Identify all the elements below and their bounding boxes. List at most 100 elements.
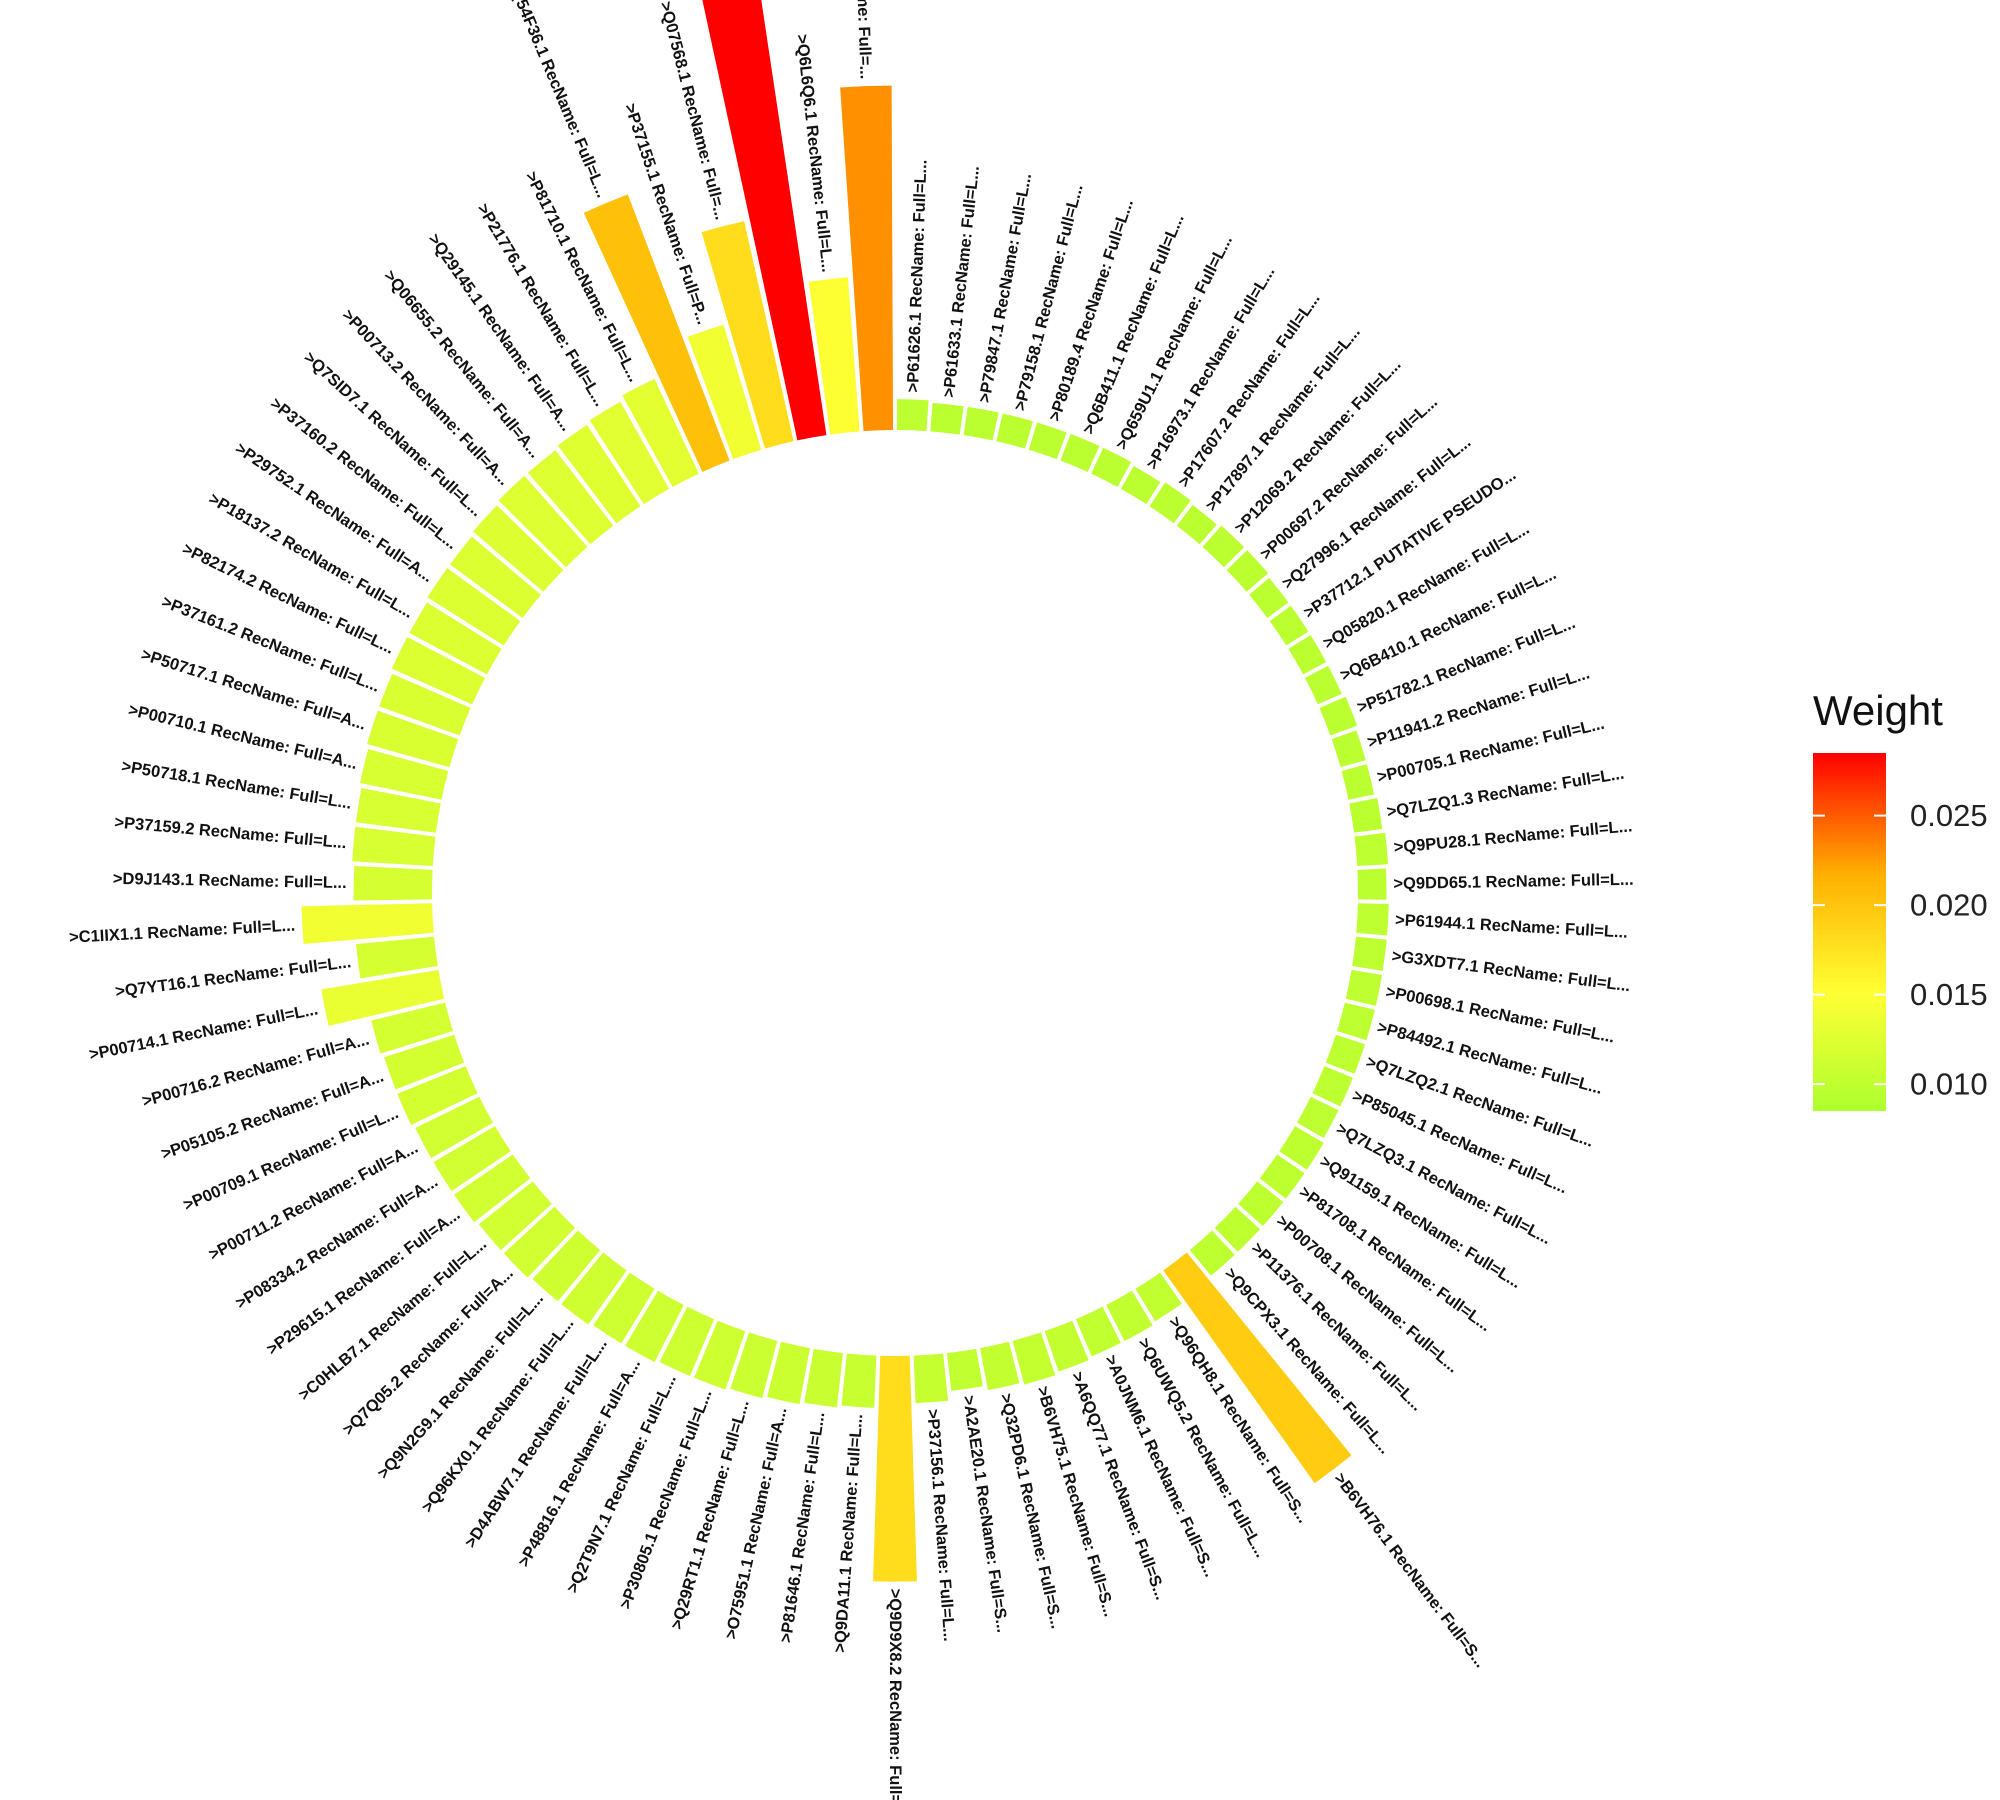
bar <box>1249 577 1289 618</box>
bar <box>301 903 434 945</box>
bar <box>767 1341 810 1405</box>
bar <box>702 0 827 441</box>
bar <box>1304 665 1342 705</box>
legend-tick-label: 0.025 <box>1910 798 1988 833</box>
bar <box>896 399 929 432</box>
category-label: >P37156.1 RecName: Full=L... <box>923 1409 958 1643</box>
bar <box>409 602 502 675</box>
bar <box>913 1353 949 1404</box>
bar <box>1354 832 1389 866</box>
bar <box>1296 1096 1339 1139</box>
bar <box>360 749 449 800</box>
bar <box>1044 1320 1089 1372</box>
legend-colorbar <box>1813 753 1886 1111</box>
bar <box>593 1272 655 1344</box>
category-label: >A2AE20.1 RecName: Full=S... <box>959 1394 1011 1633</box>
bar <box>478 1181 552 1251</box>
bar <box>1357 868 1387 900</box>
bar <box>415 1096 494 1159</box>
bar <box>1202 525 1245 568</box>
bar <box>963 406 999 441</box>
bar <box>1288 635 1327 675</box>
bar <box>1238 1181 1284 1227</box>
bar <box>701 221 794 449</box>
bar <box>503 1206 576 1278</box>
category-label: >C4Z0V6.1 RecName: Full=... <box>848 0 874 79</box>
bar <box>1012 1332 1056 1385</box>
bar <box>1331 730 1366 768</box>
color-legend: Weight 0.010 0.015 0.020 0.025 <box>1813 687 1988 1111</box>
bar <box>589 401 670 505</box>
bar <box>694 1320 746 1390</box>
category-label: >Q54F36.1 RecName: Full=L... <box>503 0 611 200</box>
category-label: >P37159.2 RecName: Full=L... <box>114 813 348 852</box>
bar <box>1028 422 1067 460</box>
category-label: >G3XDT7.1 RecName: Full=L... <box>1391 947 1632 995</box>
bar <box>1312 1066 1354 1107</box>
category-label: >B6VH76.1 RecName: Full=S... <box>1330 1470 1489 1671</box>
bar <box>840 85 894 432</box>
bar <box>454 1154 531 1223</box>
bar <box>930 402 964 435</box>
bar <box>379 673 471 736</box>
bar <box>433 1126 511 1191</box>
bar <box>980 1341 1020 1391</box>
bar <box>353 865 433 901</box>
bar <box>1352 936 1387 971</box>
bar <box>352 826 436 866</box>
bar <box>1120 466 1161 505</box>
legend-title: Weight <box>1813 687 1943 734</box>
bar <box>804 1348 844 1408</box>
category-label: >P61633.1 RecName: Full=L... <box>940 165 983 399</box>
bar <box>355 787 441 833</box>
bar <box>1319 696 1358 736</box>
legend-tick-label: 0.015 <box>1910 977 1988 1012</box>
bar <box>1149 482 1191 524</box>
bar <box>371 1002 454 1054</box>
category-label: >P51782.1 RecName: Full=L... <box>1355 614 1578 717</box>
bar <box>1075 1306 1121 1357</box>
bar <box>1341 764 1375 800</box>
category-label: >P61626.1 RecName: Full=L... <box>904 159 930 392</box>
bar <box>946 1348 983 1391</box>
category-label-group: >P61626.1 RecName: Full=L... >P61633.1 Re… <box>69 0 1634 1800</box>
bar <box>1336 1002 1375 1041</box>
category-label: >P37161.2 RecName: Full=L... <box>159 593 382 696</box>
category-label: >P50718.1 RecName: Full=L... <box>120 757 353 812</box>
bar <box>659 1306 715 1377</box>
bar <box>625 1290 684 1363</box>
category-label: >P82174.2 RecName: Full=L... <box>179 540 396 658</box>
category-label: >Q7YT16.1 RecName: Full=L... <box>114 953 352 1001</box>
category-label: >Q9DA11.1 RecName: Full=L... <box>831 1413 866 1653</box>
bar <box>561 1252 627 1325</box>
category-label: >A6QQ77.1 RecName: Full=S... <box>1068 1370 1170 1603</box>
bar <box>1176 504 1217 545</box>
bar <box>367 710 459 768</box>
bar <box>1189 1230 1235 1276</box>
bar <box>1106 1290 1153 1341</box>
bar <box>384 1034 465 1090</box>
legend-tick-label: 0.010 <box>1910 1067 1988 1102</box>
bar <box>996 413 1034 449</box>
bar <box>687 324 762 460</box>
bar <box>1356 903 1389 936</box>
bar <box>1325 1034 1366 1074</box>
category-label: >Q9DD65.1 RecName: Full=L... <box>1393 871 1634 893</box>
bar <box>730 1332 778 1399</box>
bar <box>427 568 521 646</box>
bar <box>557 424 641 524</box>
bar <box>1226 550 1269 592</box>
bar <box>1135 1272 1182 1322</box>
bar <box>397 1066 478 1126</box>
legend-tick-label: 0.020 <box>1910 888 1988 923</box>
bar <box>1269 605 1309 646</box>
bar <box>1279 1126 1324 1170</box>
bar <box>1345 969 1383 1006</box>
bar <box>449 536 541 618</box>
bar <box>841 1353 877 1408</box>
category-label: >P81646.1 RecName: Full=L... <box>777 1411 828 1644</box>
bar <box>321 969 445 1026</box>
bar <box>1163 1252 1352 1484</box>
bar <box>473 505 564 592</box>
category-label: >D9J143.1 RecName: Full=L... <box>113 870 347 892</box>
